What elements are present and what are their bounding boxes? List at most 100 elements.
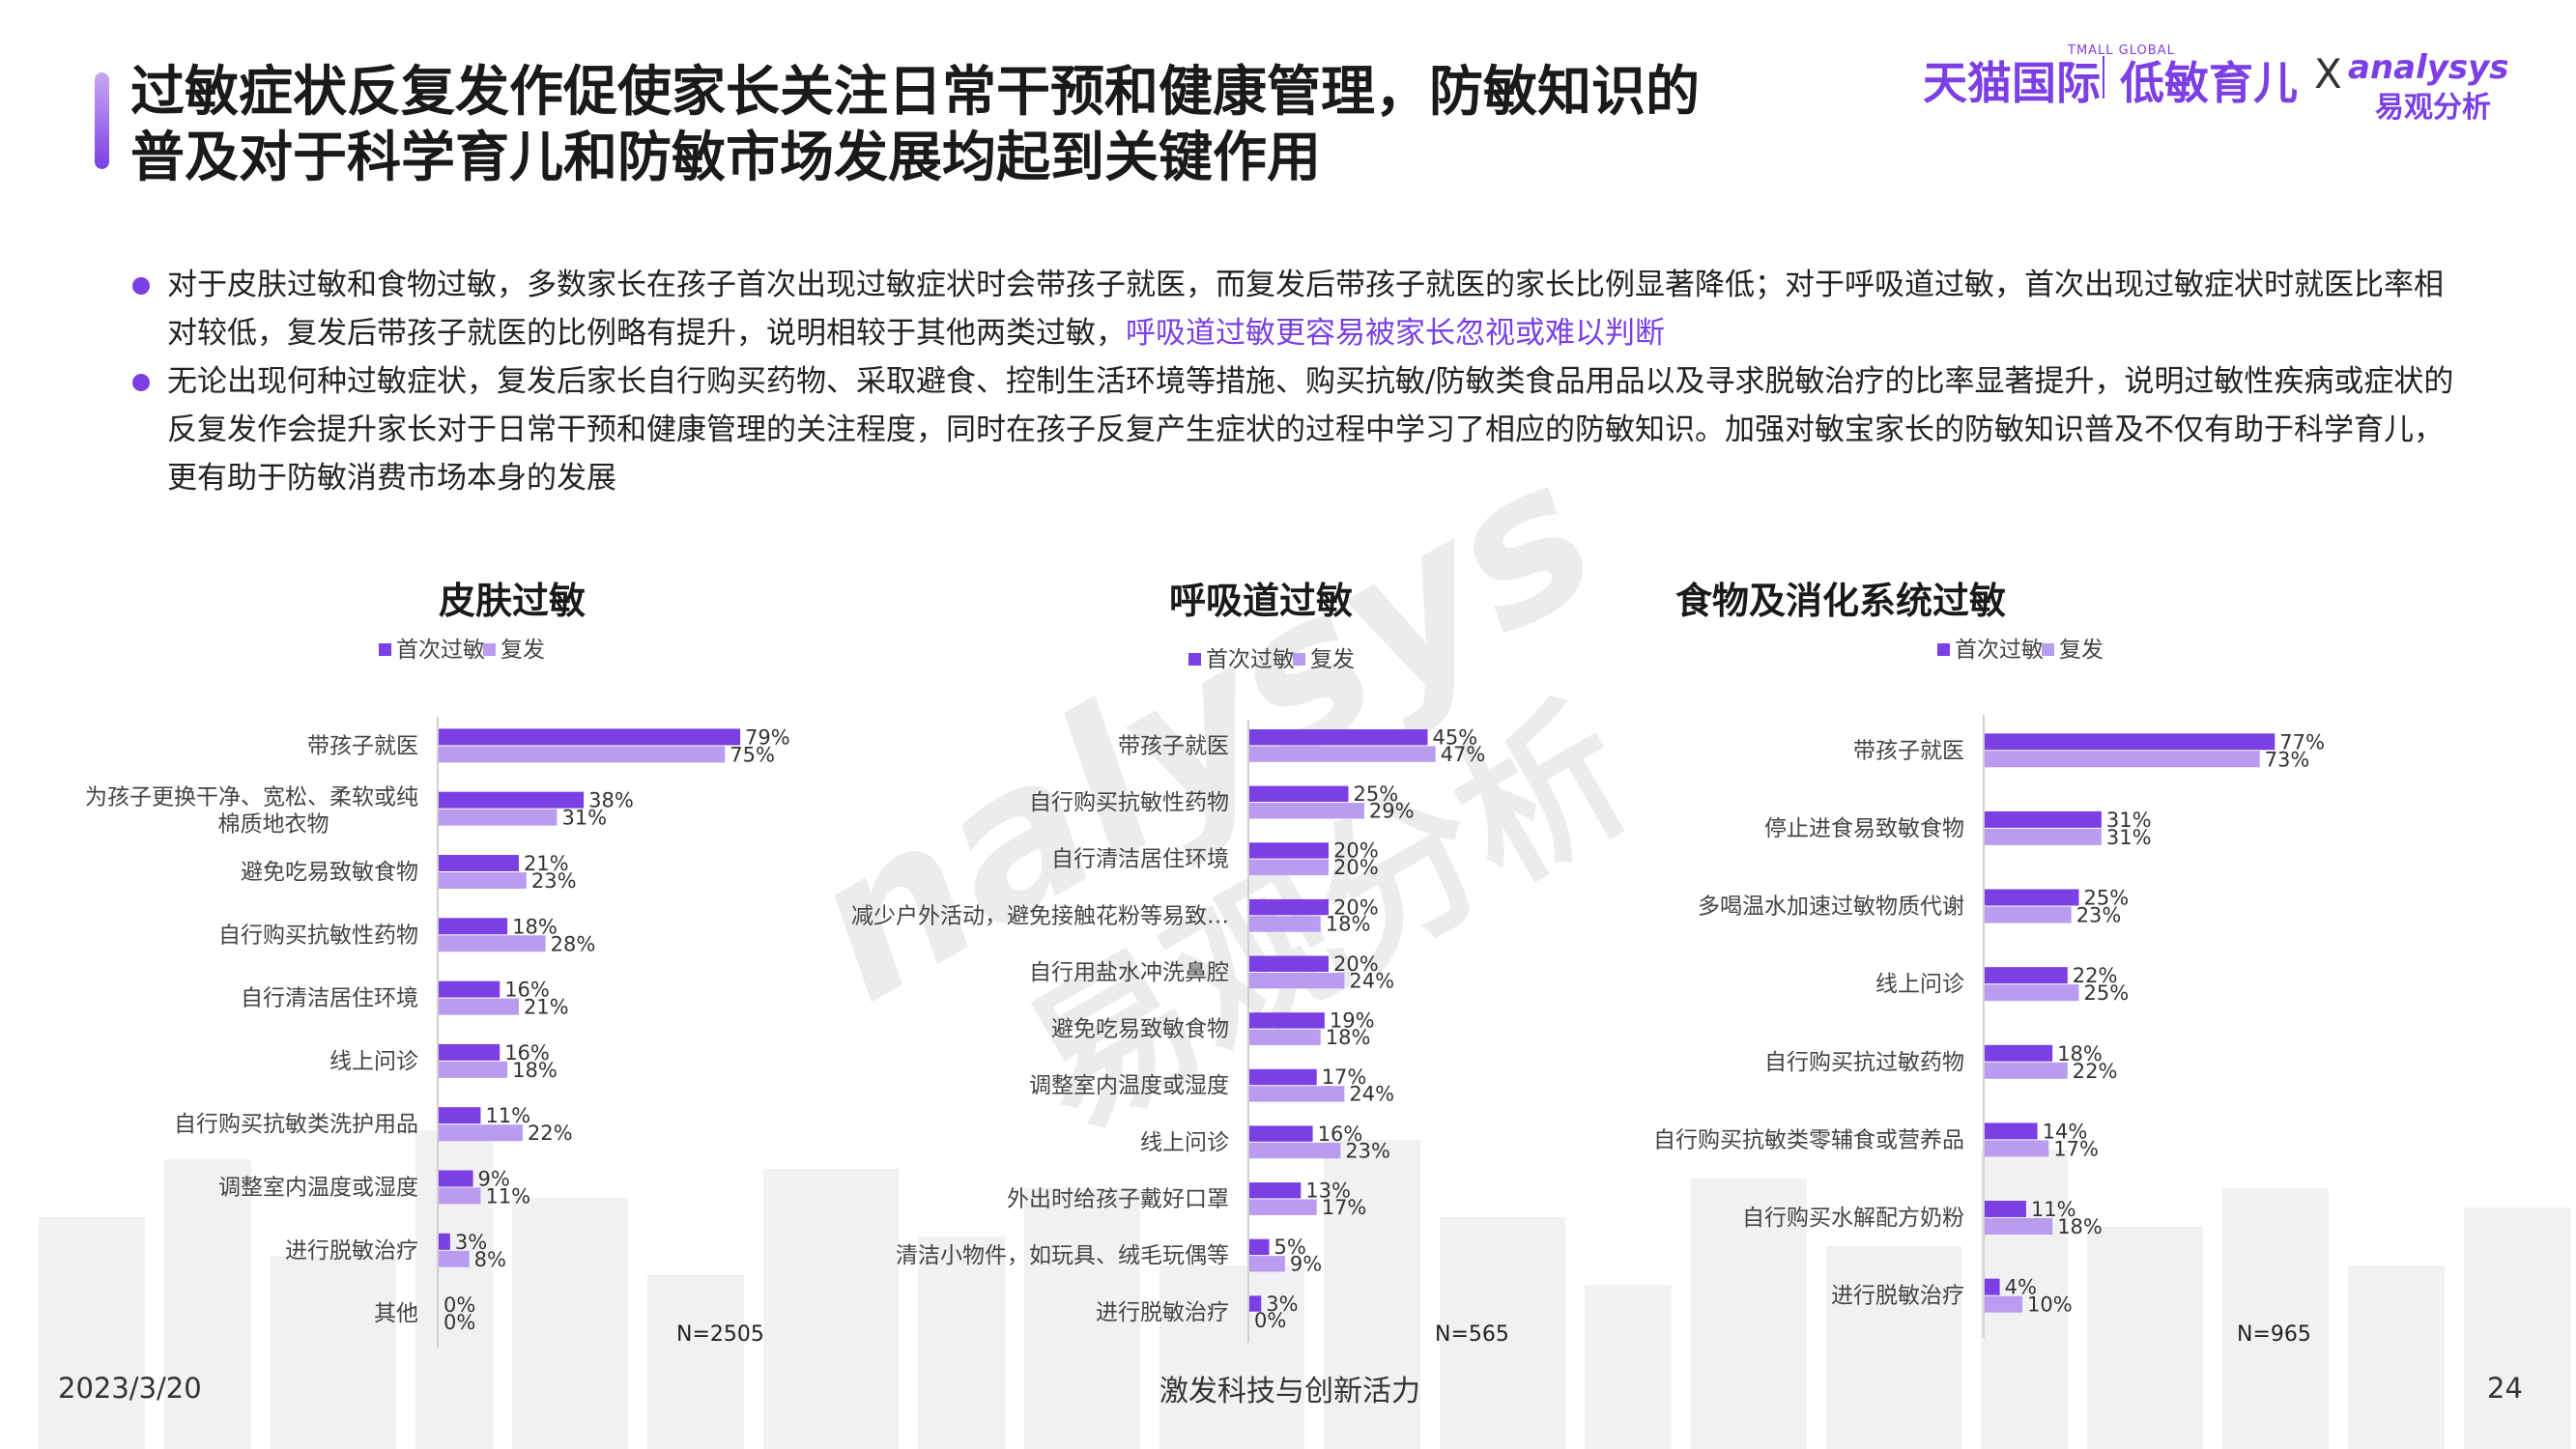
bar-first [1249, 955, 1329, 972]
data-label: 0% [1254, 1309, 1286, 1332]
category-label: 为孩子更换干净、宽松、柔软或纯棉质地衣物 [85, 785, 418, 838]
footer-slogan: 激发科技与创新活力 [1159, 1375, 1420, 1408]
summary-bullets: 对于皮肤过敏和食物过敏，多数家长在孩子首次出现过敏症状时会带孩子就医，而复发后带… [130, 261, 2469, 502]
category-label: 自行购买水解配方奶粉 [1742, 1206, 1964, 1231]
collab-x: X [2314, 50, 2342, 98]
bar-first [1985, 1044, 2053, 1062]
bar-repeat [439, 935, 546, 952]
data-label: 79% [745, 725, 790, 749]
bullet-1-highlight: 呼吸道过敏更容易被家长忽视或难以判断 [1126, 316, 1665, 351]
data-label: 25% [2084, 981, 2130, 1005]
data-label: 31% [561, 807, 607, 830]
legend-label: 复发 [1310, 647, 1355, 672]
page-title-line-2: 普及对于科学育儿和防敏市场发展均起到关键作用 [130, 127, 1321, 189]
category-label: 避免吃易致敏食物 [1051, 1017, 1229, 1042]
bar-repeat [1985, 828, 2102, 845]
category-label: 停止进食易致敏食物 [1764, 816, 1964, 841]
legend-label: 复发 [501, 638, 545, 663]
data-label: 16% [1318, 1122, 1363, 1146]
bar-first [1985, 1278, 2000, 1295]
bar-repeat [1985, 1218, 2053, 1236]
legend-label: 首次过敏 [1206, 647, 1295, 672]
bar-repeat [1249, 1086, 1345, 1102]
bar-repeat [1249, 1256, 1285, 1272]
bar-repeat [1249, 1199, 1317, 1215]
data-label: 10% [2027, 1293, 2073, 1317]
bar-repeat [1985, 751, 2260, 768]
tmall-global-logo: 天猫国际 [1923, 57, 2101, 109]
bar-repeat [1985, 1140, 2049, 1157]
bar-repeat [439, 1061, 508, 1078]
analysys-logo: analysys [2348, 48, 2509, 87]
data-label: 20% [1333, 856, 1379, 879]
data-label: 17% [1322, 1196, 1367, 1219]
bar-first [439, 980, 501, 998]
legend-label: 首次过敏 [1955, 638, 2044, 663]
category-label: 避免吃易致敏食物 [241, 860, 418, 885]
data-label: 11% [485, 1104, 530, 1127]
data-label: 18% [2057, 1215, 2103, 1238]
bar-repeat [1249, 916, 1321, 932]
category-label: 线上问诊 [329, 1049, 418, 1074]
bar-first [1985, 967, 2068, 984]
data-label: 16% [504, 979, 550, 1002]
category-label: 清洁小物件，如玩具、绒毛玩偶等 [896, 1243, 1229, 1268]
category-label: 自行购买抗过敏药物 [1764, 1050, 1964, 1075]
data-label: 22% [2073, 1060, 2118, 1083]
data-label: 23% [1345, 1139, 1390, 1162]
legend-swatch [1188, 653, 1201, 666]
data-label: 17% [1322, 1065, 1367, 1089]
data-label: 20% [1333, 895, 1379, 919]
bar-first [1249, 1012, 1325, 1029]
bar-first [1249, 1125, 1313, 1142]
bullet-1: 对于皮肤过敏和食物过敏，多数家长在孩子首次出现过敏症状时会带孩子就医，而复发后带… [130, 261, 2469, 357]
data-label: 23% [531, 869, 577, 893]
bar-repeat [1985, 984, 2079, 1002]
data-label: 3% [1266, 1293, 1298, 1316]
data-label: 14% [2043, 1120, 2088, 1143]
data-label: 18% [1326, 913, 1371, 936]
sample-size-label: N=565 [1435, 1322, 1509, 1347]
category-label: 自行购买抗敏性药物 [218, 923, 418, 948]
bar-first [1249, 1238, 1270, 1256]
bar-first [1985, 1122, 2038, 1140]
category-label: 带孩子就医 [1853, 738, 1964, 763]
category-label: 自行用盐水冲洗鼻腔 [1029, 960, 1229, 985]
bar-first [439, 1233, 450, 1250]
bar-repeat [1249, 1142, 1341, 1159]
data-label: 31% [2106, 809, 2152, 832]
data-label: 9% [478, 1167, 510, 1190]
analysys-logo-cn: 易观分析 [2375, 91, 2491, 125]
bullet-dot-icon [132, 277, 150, 295]
chart-title: 食物及消化系统过敏 [1675, 580, 2006, 622]
footer-date: 2023/3/20 [58, 1372, 202, 1405]
category-label: 自行清洁居住环境 [1051, 847, 1229, 872]
product-line-logo: 低敏育儿 [2120, 57, 2298, 109]
bar-repeat [439, 1187, 481, 1205]
bar-repeat [439, 746, 726, 763]
logo-separator [2103, 56, 2104, 99]
data-label: 22% [528, 1122, 573, 1145]
data-label: 19% [1330, 1009, 1375, 1033]
category-label: 进行脱敏治疗 [285, 1238, 418, 1264]
category-label: 进行脱敏治疗 [1096, 1300, 1229, 1325]
category-label: 自行购买抗敏性药物 [1029, 790, 1229, 815]
legend-label: 复发 [2059, 638, 2104, 663]
data-label: 3% [455, 1231, 487, 1254]
legend-swatch [1937, 643, 1950, 656]
category-label: 带孩子就医 [307, 733, 418, 758]
data-label: 75% [730, 743, 775, 766]
bar-first [1249, 898, 1329, 916]
bar-first [439, 1107, 481, 1124]
bar-first [1249, 785, 1349, 803]
chart-title: 呼吸道过敏 [1169, 580, 1353, 622]
category-label: 其他 [374, 1301, 418, 1326]
data-label: 25% [2084, 887, 2130, 910]
data-label: 73% [2265, 748, 2310, 771]
bar-first [439, 854, 519, 871]
bullet-dot-icon [132, 374, 150, 391]
data-label: 20% [1333, 952, 1379, 976]
data-label: 13% [1305, 1179, 1351, 1202]
category-label: 外出时给孩子戴好口罩 [1007, 1186, 1229, 1211]
